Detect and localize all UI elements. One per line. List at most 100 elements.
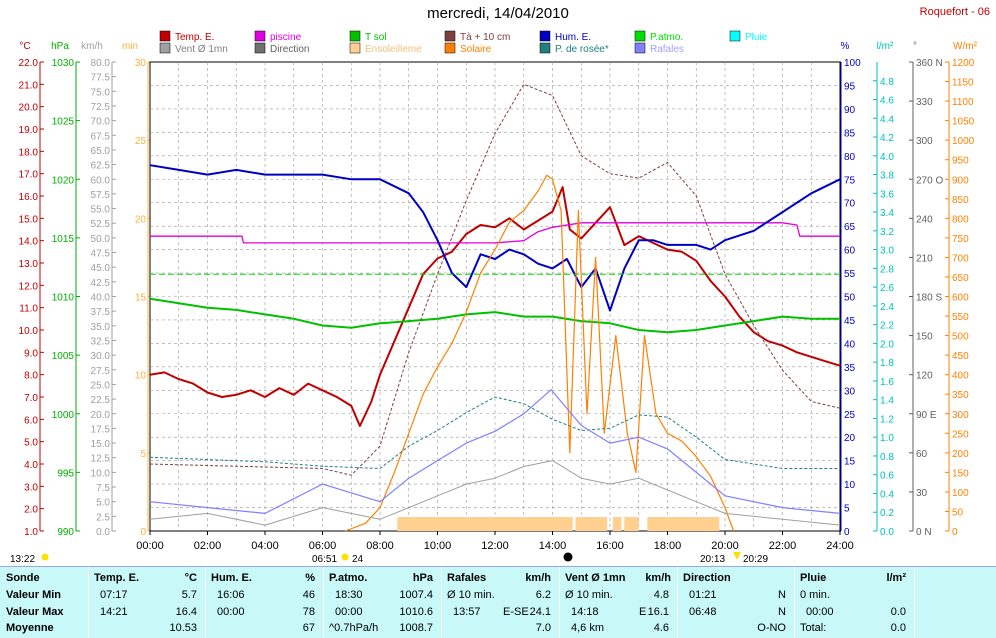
stats-col-temp: Temp. E. °C 07:17 5.7 14:21 16.4 10.53: [88, 567, 206, 638]
stats-max-label: Valeur Max: [6, 606, 64, 618]
stats-rafales-v2: 24.1: [529, 606, 551, 618]
sunset-time: 20:13: [700, 554, 725, 565]
solar-axis-tick-label: 1150: [952, 78, 974, 89]
temp-axis-tick-label: 7.0: [24, 393, 38, 404]
rain-axis-tick-label: 3.4: [880, 208, 894, 219]
sunset-time-2: 20:29: [743, 554, 768, 565]
hum-axis-tick-label: 75: [844, 175, 856, 186]
rain-axis-tick-label: 4.0: [880, 152, 894, 163]
wind-axis-tick-label: 30.0: [91, 351, 111, 362]
stats-col-pluie: Pluie l/m² 0 min. 00:00 0.0 Total: 0.0: [794, 567, 915, 638]
stats-vent-l1: Ø 10 min.: [565, 589, 613, 601]
solar-axis-tick-label: 150: [952, 468, 969, 479]
temp-axis-tick-label: 17.0: [19, 170, 39, 181]
stats-col-sonde: Sonde Valeur Min Valeur Max Moyenne: [0, 567, 89, 638]
stats-hum-min-time: 16:06: [217, 589, 245, 601]
stats-pluie-l1: 0 min.: [800, 589, 830, 601]
rain-axis-tick-label: 4.6: [880, 96, 894, 107]
legend-label: Pluie: [745, 32, 768, 43]
sunrise-time: 06:51: [312, 554, 337, 565]
wind-axis-tick-label: 35.0: [91, 322, 111, 333]
station-name: Roquefort - 06: [920, 6, 990, 18]
stats-rafales-unit: km/h: [525, 572, 551, 584]
hum-axis-tick-label: 45: [844, 316, 856, 327]
stats-patmo-min: 1007.4: [399, 589, 433, 601]
dir-axis-tick-label: 120: [916, 371, 933, 382]
press-axis-tick-label: 1015: [52, 234, 75, 245]
temp-axis-tick-label: 1.0: [24, 527, 38, 538]
min-axis-tick-label: 20: [135, 214, 147, 225]
temp-axis-tick-label: 14.0: [19, 237, 39, 248]
legend-swatch: [634, 42, 646, 54]
time-tick-label: 08:00: [366, 540, 394, 552]
wind-axis-tick-label: 22.5: [91, 395, 111, 406]
min-axis-tick-label: 10: [135, 371, 147, 382]
rain-axis-tick-label: 3.0: [880, 246, 894, 257]
temp-axis-tick-label: 21.0: [19, 80, 39, 91]
wind-axis-tick-label: 65.0: [91, 146, 111, 157]
stats-hum-avg: 67: [302, 622, 315, 634]
rain-axis-tick-label: 3.8: [880, 171, 894, 182]
wind-axis-tick-label: 57.5: [91, 190, 111, 201]
chart-title: mercredi, 14/04/2010: [427, 5, 569, 22]
legend-label: Temp. E.: [175, 32, 214, 43]
hum-axis-tick-label: 95: [844, 81, 856, 92]
series-temp-e: [149, 186, 841, 427]
press-axis-tick-label: 1025: [52, 117, 75, 128]
time-tick-label: 06:00: [309, 540, 337, 552]
dir-axis-tick-label: 240: [916, 214, 933, 225]
hum-axis-unit: %: [841, 41, 850, 52]
series-vent-1mn: [149, 460, 841, 526]
hum-axis-tick-label: 35: [844, 363, 856, 374]
dir-axis-tick-label: 330: [916, 97, 933, 108]
temp-axis-tick-label: 13.0: [19, 259, 39, 270]
dir-axis-tick-label: 360 N: [916, 58, 943, 69]
hum-axis-tick-label: 15: [844, 457, 856, 468]
hum-axis-tick-label: 80: [844, 152, 856, 163]
stats-sonde-title: Sonde: [6, 572, 40, 584]
solar-axis-tick-label: 200: [952, 449, 969, 460]
stats-col-patmo: P.atmo. hPa 18:30 1007.4 00:00 1010.6 ^0.7h…: [323, 567, 442, 638]
hum-axis-tick-label: 50: [844, 293, 856, 304]
legend-swatch: [539, 30, 551, 42]
stats-direction-t1: 01:21: [689, 589, 717, 601]
stats-avg-label: Moyenne: [6, 622, 54, 634]
stats-temp-max: 16.4: [175, 606, 197, 618]
time-tick-label: 20:00: [711, 540, 739, 552]
stats-patmo-unit: hPa: [412, 572, 433, 584]
stats-vent-v3: 4.6: [653, 622, 669, 634]
wind-axis-tick-label: 55.0: [91, 205, 111, 216]
solar-axis-unit: W/m²: [953, 41, 978, 52]
solar-axis-tick-label: 0: [952, 527, 958, 538]
rain-axis-tick-label: 1.8: [880, 358, 894, 369]
series-rafales: [149, 389, 841, 514]
stats-direction-d2: N: [778, 606, 786, 618]
rain-axis-tick-label: 4.2: [880, 133, 894, 144]
stats-col-hum: Hum. E.% 16:06 46 00:00 78 67: [205, 567, 324, 638]
press-axis-tick-label: 1030: [52, 58, 75, 69]
hum-axis-tick-label: 85: [844, 128, 856, 139]
stats-vent-title: Vent Ø 1mn: [565, 572, 626, 584]
temp-axis-tick-label: 19.0: [19, 125, 39, 136]
chart-legend: Temp. E. piscine T sol Tà + 10 cm Hum. E. P.a…: [159, 30, 768, 55]
press-axis-tick-label: 1005: [52, 351, 75, 362]
temp-axis-tick-label: 3.0: [24, 482, 38, 493]
time-tick-label: 10:00: [424, 540, 452, 552]
temp-axis-tick-label: 8.0: [24, 371, 38, 382]
stats-pluie-v2: 0.0: [890, 606, 906, 618]
legend-swatch: [159, 42, 171, 54]
stats-vent-dir: E: [639, 606, 647, 618]
legend-swatch: [254, 42, 266, 54]
rain-axis-tick-label: 0.0: [880, 527, 894, 538]
stats-vent-l3: 4,6 km: [571, 622, 605, 634]
stats-min-label: Valeur Min: [6, 589, 62, 601]
press-axis-tick-label: 1020: [52, 175, 75, 186]
hum-axis-tick-label: 90: [844, 105, 856, 116]
rain-axis-tick-label: 0.8: [880, 452, 894, 463]
rain-axis: 0.0 0.2 0.4 0.6 0.8 1.0 1.2 1.4 1.6 1.8 2.0 2.2 2.4 2…: [873, 41, 894, 538]
weather-chart: mercredi, 14/04/2010 Roquefort - 06 Temp…: [10, 5, 990, 565]
hum-axis-tick-label: 0: [844, 527, 850, 538]
solar-axis-tick-label: 350: [952, 390, 969, 401]
dir-axis-tick-label: 60: [916, 449, 928, 460]
stats-vent-v1: 4.8: [653, 589, 669, 601]
